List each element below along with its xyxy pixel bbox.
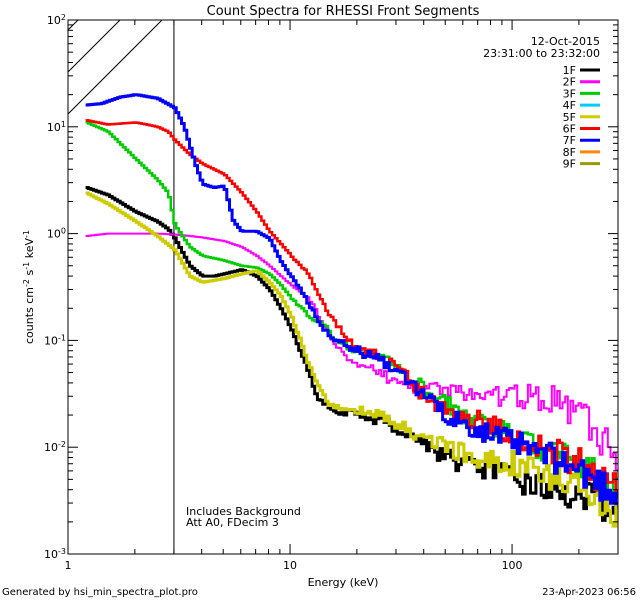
y-axis-label: counts cm-2 s-1 keV-1	[22, 230, 37, 344]
plot-frame	[67, 19, 619, 555]
y-axis-label-text: counts cm-2 s-1 keV-1	[22, 230, 37, 344]
series-line-5F	[85, 191, 618, 528]
legend-label-7F: 7F	[563, 134, 576, 147]
y-tick-label: 10-3	[44, 547, 66, 562]
legend-label-9F: 9F	[563, 158, 576, 171]
x-axis-label: Energy (keV)	[308, 576, 379, 589]
footer-generator: Generated by hsi_min_spectra_plot.pro	[2, 587, 198, 598]
legend-label-8F: 8F	[563, 146, 576, 159]
legend-label-3F: 3F	[563, 87, 576, 100]
y-tick-label: 10-1	[44, 333, 66, 348]
chart-title: Count Spectra for RHESSI Front Segments	[207, 4, 480, 19]
axis-ticks: 1 10 100 10-3 10-2 10-1 100 101 102	[44, 13, 619, 572]
legend-label-1F: 1F	[563, 64, 576, 77]
annotation-attenuator: Att A0, FDecim 3	[186, 516, 279, 529]
date-label: 12-Oct-2015	[531, 35, 600, 48]
x-tick-label: 10	[283, 559, 297, 572]
y-tick-label: 101	[47, 119, 66, 134]
series-line-7F	[85, 93, 618, 506]
annotation-background: Includes Background	[186, 505, 301, 518]
footer-timestamp: 23-Apr-2023 06:56	[542, 587, 636, 598]
series-line-2F	[85, 232, 618, 472]
legend-label-6F: 6F	[563, 123, 576, 136]
legend-label-4F: 4F	[563, 99, 576, 112]
series-group	[85, 93, 618, 528]
x-tick-label: 1	[65, 559, 72, 572]
x-tick-label: 100	[502, 559, 523, 572]
y-tick-label: 102	[47, 13, 66, 28]
legend-label-2F: 2F	[563, 76, 576, 89]
y-tick-label: 10-2	[44, 440, 66, 455]
legend-label-5F: 5F	[563, 111, 576, 124]
time-range-label: 23:31:00 to 23:32:00	[483, 47, 600, 60]
y-tick-label: 100	[47, 226, 66, 241]
